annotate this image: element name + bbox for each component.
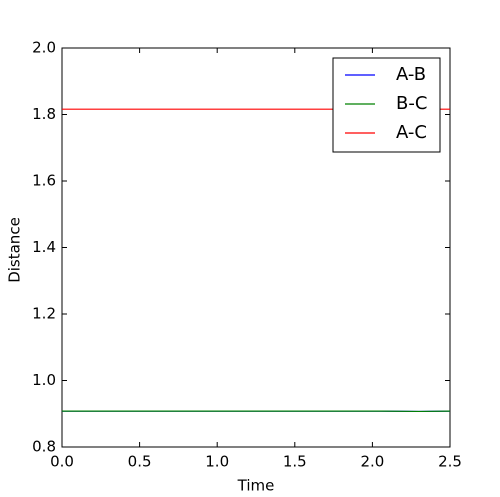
x-tick-label: 2.0 xyxy=(360,453,384,471)
x-tick-label: 1.5 xyxy=(283,453,307,471)
x-tick-label: 1.0 xyxy=(205,453,229,471)
y-tick-label: 1.6 xyxy=(32,172,56,190)
y-tick-label: 1.8 xyxy=(32,105,56,123)
y-tick-label: 2.0 xyxy=(32,39,56,57)
y-axis-label: Distance xyxy=(6,217,24,283)
y-tick-label: 1.2 xyxy=(32,305,56,323)
legend-label: A-B xyxy=(396,64,426,85)
x-tick-label: 0.0 xyxy=(50,453,74,471)
legend-label: A-C xyxy=(396,122,427,143)
x-tick-label: 2.5 xyxy=(438,453,462,471)
y-tick-label: 1.0 xyxy=(32,371,56,389)
x-axis-label: Time xyxy=(237,477,275,495)
x-tick-label: 0.5 xyxy=(128,453,152,471)
y-tick-label: 0.8 xyxy=(32,438,56,456)
y-tick-label: 1.4 xyxy=(32,238,56,256)
legend-label: B-C xyxy=(396,93,427,114)
legend-box xyxy=(332,57,441,153)
